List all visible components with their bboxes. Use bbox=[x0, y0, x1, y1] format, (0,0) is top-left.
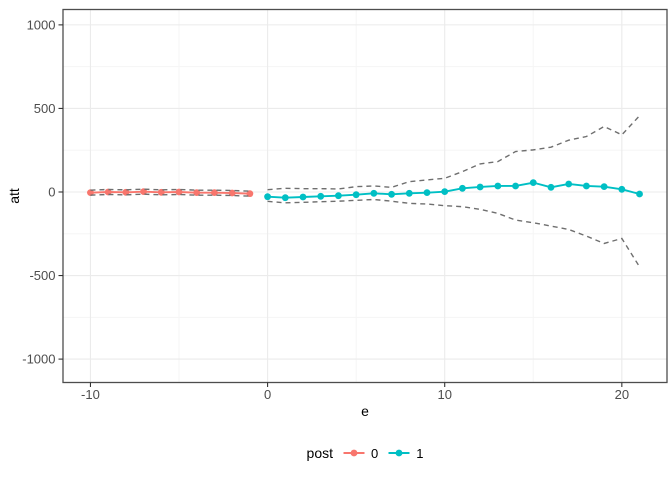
post-1-att-point bbox=[565, 180, 573, 188]
x-axis-title: e bbox=[361, 403, 369, 419]
legend-key-icon bbox=[388, 449, 410, 457]
post-1-att-point bbox=[441, 188, 449, 196]
legend-title: post bbox=[306, 445, 333, 461]
post-1-att-point bbox=[476, 183, 484, 191]
post-1-att-point bbox=[494, 182, 502, 190]
post-1-att-point bbox=[583, 182, 590, 190]
y-tick-label: 500 bbox=[34, 101, 56, 116]
post-0-att-point bbox=[140, 188, 147, 196]
y-tick-label: 0 bbox=[48, 184, 55, 199]
y-tick-label: -500 bbox=[29, 268, 55, 283]
post-0-att-point bbox=[228, 189, 236, 197]
post-1-att-point bbox=[459, 184, 466, 192]
post-1-att-point bbox=[352, 191, 360, 199]
post-0-att-point bbox=[122, 188, 130, 196]
legend-label: 1 bbox=[416, 445, 424, 461]
post-0-att-point bbox=[193, 189, 201, 197]
legend-entry-0: 0 bbox=[342, 446, 378, 461]
post-1-att-point bbox=[529, 179, 537, 187]
x-tick-label: 20 bbox=[615, 387, 629, 402]
post-0-att-point bbox=[211, 189, 218, 197]
post-1-att-point bbox=[281, 194, 289, 202]
legend-entry-1: 1 bbox=[387, 446, 423, 461]
post-1-att-point bbox=[370, 189, 378, 197]
x-tick-label: 0 bbox=[264, 387, 271, 402]
y-axis-title: att bbox=[6, 188, 22, 204]
post-1-att-point bbox=[405, 189, 413, 197]
post-0-att-point bbox=[157, 188, 165, 196]
post-1-att-point bbox=[547, 183, 555, 191]
post-1-att-point bbox=[600, 183, 608, 191]
post-1-att-point bbox=[388, 190, 395, 198]
post-1-att-point bbox=[264, 193, 271, 201]
post-1-att-point bbox=[423, 189, 431, 197]
post-0-att-point bbox=[246, 190, 254, 198]
y-tick-label: 1000 bbox=[27, 17, 56, 32]
post-1-att-point bbox=[512, 182, 519, 190]
y-tick-label: -1000 bbox=[22, 352, 55, 367]
legend-label: 0 bbox=[371, 445, 379, 461]
post-1-att-point bbox=[299, 193, 307, 201]
post-0-att-point bbox=[87, 189, 94, 197]
panel-background bbox=[63, 9, 667, 383]
post-1-att-point bbox=[335, 192, 342, 200]
post-0-att-point bbox=[104, 188, 112, 196]
x-tick-label: 10 bbox=[437, 387, 451, 402]
post-1-att-point bbox=[636, 190, 643, 198]
x-tick-label: -10 bbox=[81, 387, 100, 402]
post-1-att-point bbox=[317, 192, 325, 200]
panel-border bbox=[62, 8, 668, 384]
post-1-att-point bbox=[618, 185, 626, 193]
post-1-ci-upper-line bbox=[267, 115, 641, 191]
post-0-att-line bbox=[90, 190, 250, 195]
post-0-att-point bbox=[175, 188, 183, 196]
post-1-att-line bbox=[267, 181, 640, 199]
legend-key-icon bbox=[343, 449, 365, 457]
